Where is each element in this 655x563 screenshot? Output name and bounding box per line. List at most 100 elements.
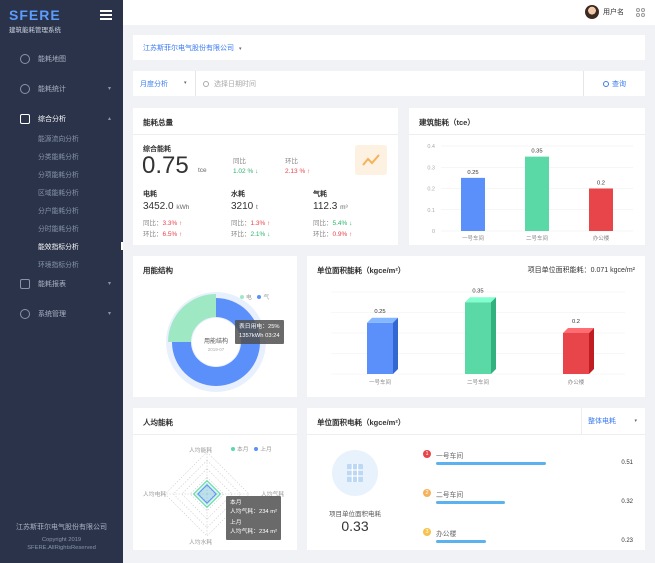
mom-label: 环比： bbox=[313, 231, 333, 238]
gas-value: 112.3 m³ bbox=[313, 201, 348, 212]
chevron-down-icon: ▾ bbox=[184, 80, 187, 86]
x-tick-label: 办公楼 bbox=[593, 234, 610, 242]
sidebar-item-label: 能耗地图 bbox=[38, 55, 66, 63]
chevron-down-icon: ▾ bbox=[634, 418, 637, 424]
divider bbox=[409, 134, 645, 135]
sidebar-item-energy-stats[interactable]: 能耗统计 ▾ bbox=[0, 78, 123, 99]
sidebar-nav: 能耗地图 能耗统计 ▾ 综合分析 ▴ 能源流向分析 分类能耗分析 分项能耗分析 … bbox=[0, 48, 123, 324]
area-bar-chart: 0.25 一号车间 0.35 二号车间 0.2 办公楼 bbox=[331, 288, 625, 386]
submenu-item[interactable]: 环境指标分析 bbox=[38, 262, 79, 269]
user-menu[interactable]: 用户名 bbox=[585, 5, 624, 19]
radar-grid bbox=[164, 451, 250, 537]
date-picker[interactable]: 选择日期时间 bbox=[203, 79, 256, 89]
period-select[interactable]: 月度分析 bbox=[140, 81, 168, 88]
gas-label: 气耗 bbox=[313, 191, 327, 198]
sidebar-item-analysis[interactable]: 综合分析 ▴ bbox=[0, 108, 123, 129]
data-label: 0.2 bbox=[597, 181, 605, 187]
elec-label: 电耗 bbox=[143, 191, 157, 198]
submenu-item[interactable]: 区域能耗分析 bbox=[38, 190, 79, 197]
select-value: 整体电耗 bbox=[588, 418, 616, 425]
building-icon bbox=[332, 450, 378, 496]
apps-grid-icon[interactable] bbox=[636, 8, 645, 17]
chevron-down-icon: ▾ bbox=[107, 311, 111, 317]
arrow-down-icon: ↓ bbox=[267, 231, 271, 238]
sidebar-item-reports[interactable]: 能耗报表 ▾ bbox=[0, 273, 123, 294]
divider bbox=[133, 134, 398, 135]
y-tick-label: 0.3 bbox=[427, 165, 435, 171]
report-icon bbox=[20, 278, 30, 289]
donut-center-title: 用能结构 bbox=[203, 339, 228, 345]
radar-legend: 本月 上月 bbox=[231, 444, 272, 453]
query-label: 查询 bbox=[612, 80, 626, 88]
arrow-up-icon: ↑ bbox=[267, 220, 271, 227]
overall-value: 0.75 bbox=[142, 152, 189, 179]
trend-chart-icon bbox=[355, 145, 387, 175]
bar-top bbox=[563, 328, 594, 333]
energy-structure-card: 用能结构 电 气 用能结构 2019-07 表日用电：25% 1357kWh 0… bbox=[133, 256, 297, 397]
sidebar-item-energy-map[interactable]: 能耗地图 bbox=[0, 48, 123, 69]
structure-donut-chart bbox=[166, 292, 266, 392]
chart-pie-icon bbox=[20, 83, 30, 94]
arrow-up-icon: ↑ bbox=[179, 220, 183, 227]
rank-value: 0.23 bbox=[621, 538, 633, 544]
elec-unit: kWh bbox=[176, 204, 190, 211]
elec-yoy-value: 3.3% bbox=[162, 220, 178, 227]
radar-series-this-month bbox=[192, 479, 222, 509]
search-icon bbox=[603, 80, 609, 87]
submenu-item-active[interactable]: 能效指标分析 bbox=[0, 237, 123, 255]
radar-axis-label: 人均气耗 bbox=[261, 492, 285, 498]
yoy-label: 同比： bbox=[313, 220, 333, 227]
footer-copyright: Copyright 2019 bbox=[41, 537, 82, 543]
divider bbox=[195, 71, 196, 96]
submenu-item[interactable]: 分户能耗分析 bbox=[38, 208, 79, 215]
bar bbox=[465, 302, 491, 374]
settings-icon bbox=[20, 308, 30, 319]
legend-label: 气 bbox=[263, 295, 270, 301]
tooltip-line: 1357kWh 03:24 bbox=[239, 333, 280, 339]
card-title: 单位面积能耗（kgce/m²） bbox=[317, 266, 406, 275]
elec-mom-value: 6.5% bbox=[162, 231, 178, 238]
water-yoy: 同比：1.3% ↑ bbox=[231, 217, 270, 227]
footer-rights: SFERE.AllRightsReserved bbox=[27, 545, 96, 551]
submenu-item[interactable]: 能源流向分析 bbox=[38, 136, 79, 143]
bar-top bbox=[367, 317, 398, 323]
water-mom-value: 2.1% bbox=[250, 231, 266, 238]
rank-name: 一号车间 bbox=[436, 453, 464, 460]
area-energy-card: 单位面积能耗（kgce/m²） 项目单位面积能耗：0.071 kgce/m² 0… bbox=[307, 256, 645, 397]
rank-value: 0.32 bbox=[621, 499, 633, 505]
card-title: 单位面积电耗（kgce/m²） bbox=[317, 418, 406, 427]
user-name[interactable]: 用户名 bbox=[603, 9, 624, 16]
radar-axis-label: 人均电耗 bbox=[143, 492, 167, 498]
rank-badge: 2 bbox=[423, 489, 431, 497]
overall-unit: tce bbox=[198, 167, 207, 174]
tooltip-line: 本月 bbox=[230, 500, 242, 506]
building-energy-card: 建筑能耗（tce） 0 0.1 0.2 0.3 0.4 0.25 一号车间 0.35 二号车间 0… bbox=[409, 108, 645, 245]
structure-legend: 电 气 bbox=[240, 292, 269, 301]
avatar[interactable] bbox=[585, 5, 599, 19]
bar-side bbox=[589, 328, 594, 374]
rank-badge: 1 bbox=[423, 450, 431, 458]
project-elec-value: 0.33 bbox=[341, 518, 369, 534]
elec-value-num: 3452.0 bbox=[143, 201, 174, 212]
tooltip-line: 人均气耗：234 m² bbox=[230, 509, 278, 515]
submenu-item[interactable]: 分时能耗分析 bbox=[38, 226, 79, 233]
sidebar-item-system[interactable]: 系统管理 ▾ bbox=[0, 303, 123, 324]
arrow-down-icon: ↓ bbox=[349, 220, 353, 227]
water-unit: t bbox=[256, 204, 258, 211]
query-button[interactable]: 查询 bbox=[583, 71, 645, 96]
company-select[interactable]: 江苏斯菲尔电气股份有限公司 ▾ bbox=[143, 43, 241, 53]
radar-axis-label: 人均能耗 bbox=[189, 448, 213, 454]
electricity-type-select[interactable]: 整体电耗 ▾ bbox=[581, 408, 645, 434]
y-tick-label: 0.1 bbox=[427, 208, 435, 214]
elec-value: 3452.0 kWh bbox=[143, 201, 189, 212]
radar-grid bbox=[189, 476, 225, 512]
menu-toggle-icon[interactable] bbox=[100, 10, 112, 20]
legend-label: 电 bbox=[246, 295, 252, 301]
submenu-item[interactable]: 分项能耗分析 bbox=[38, 172, 79, 179]
donut-slice bbox=[168, 294, 216, 342]
data-label: 0.35 bbox=[472, 288, 483, 294]
water-mom: 环比：2.1% ↓ bbox=[231, 228, 270, 238]
gas-yoy-value: 5.4% bbox=[332, 220, 348, 227]
submenu-item[interactable]: 分类能耗分析 bbox=[38, 154, 79, 161]
yoy-label: 同比： bbox=[231, 220, 251, 227]
